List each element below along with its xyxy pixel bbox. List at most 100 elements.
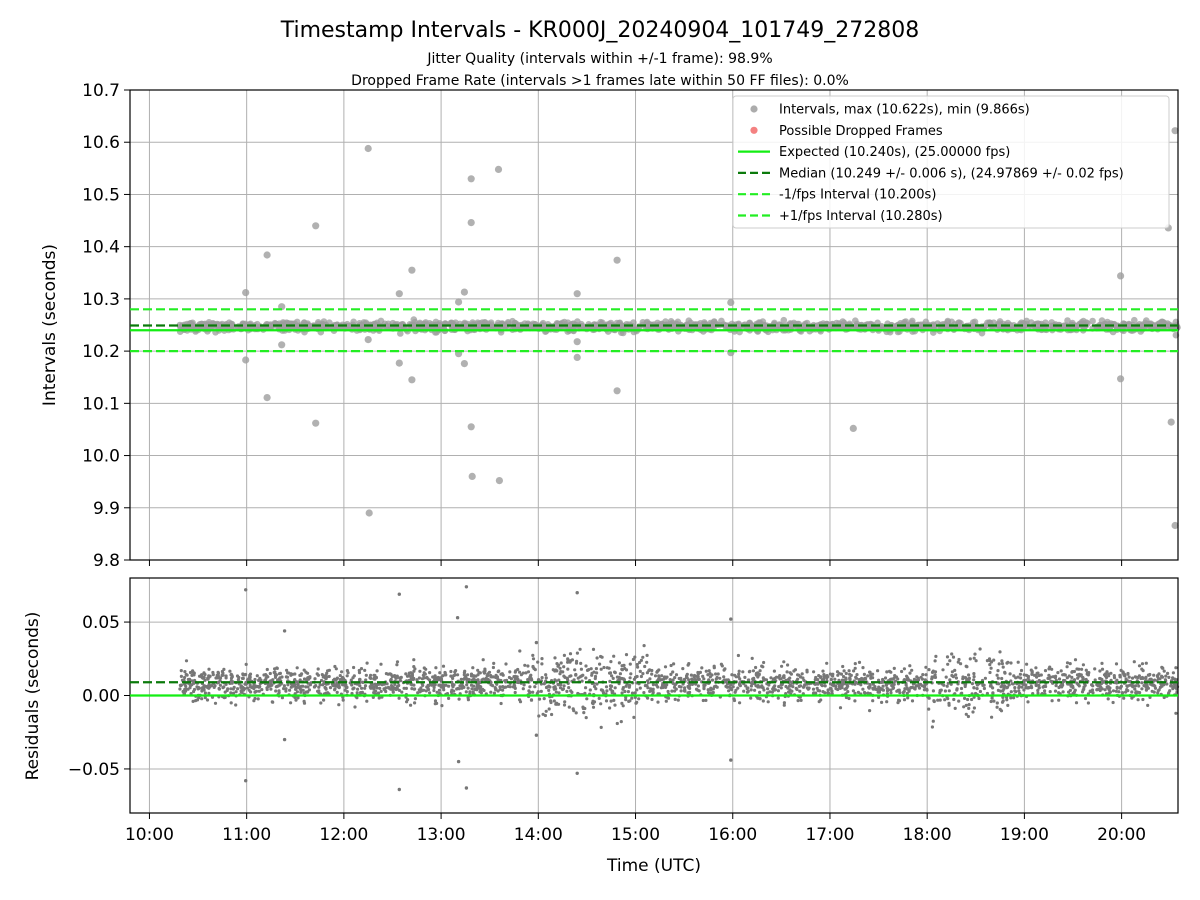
residual-point xyxy=(375,686,379,690)
interval-outlier-point xyxy=(408,376,416,384)
residual-point xyxy=(1160,674,1164,678)
residual-point xyxy=(375,683,379,687)
residual-point xyxy=(456,673,460,677)
interval-outlier-point xyxy=(495,477,503,485)
residual-point xyxy=(1034,666,1038,670)
residual-point xyxy=(327,674,331,679)
chart-subtitle-jitter: Jitter Quality (intervals within +/-1 fr… xyxy=(426,51,772,67)
residual-point xyxy=(584,686,588,690)
residual-point xyxy=(351,676,355,680)
residual-point xyxy=(1086,701,1090,705)
residual-point xyxy=(727,689,731,693)
residual-point xyxy=(496,689,500,693)
residual-point xyxy=(513,670,517,674)
residual-point xyxy=(776,689,781,693)
residual-point xyxy=(839,672,844,676)
residual-point xyxy=(470,687,474,691)
interval-point xyxy=(718,317,725,325)
interval-point xyxy=(1083,319,1090,326)
residual-point xyxy=(788,671,792,675)
residual-point xyxy=(893,674,897,678)
residual-point xyxy=(1167,675,1171,680)
residual-point xyxy=(1056,671,1060,675)
interval-outlier-point xyxy=(455,298,463,306)
residual-point xyxy=(856,690,861,695)
residual-point xyxy=(607,666,611,670)
residual-point xyxy=(282,684,286,688)
residual-point xyxy=(465,680,469,684)
residual-point xyxy=(866,674,870,678)
residual-point xyxy=(397,683,401,688)
residual-point xyxy=(838,686,842,691)
residual-point xyxy=(995,673,999,677)
residual-point xyxy=(634,701,638,705)
bottom-y-tick-label: −0.05 xyxy=(68,760,120,780)
residual-point xyxy=(557,691,561,695)
residual-point xyxy=(906,696,910,700)
residual-point xyxy=(428,671,432,675)
residual-point xyxy=(475,688,479,692)
interval-outlier-point xyxy=(408,266,416,274)
residual-outlier-point xyxy=(397,787,401,792)
residual-point xyxy=(234,703,238,707)
residual-point xyxy=(998,707,1002,712)
bottom-x-tick-label: 17:00 xyxy=(805,825,854,845)
residual-point xyxy=(533,685,537,689)
residual-point xyxy=(436,675,440,680)
residual-point xyxy=(955,688,959,692)
residual-point xyxy=(412,683,416,687)
residual-outlier-point xyxy=(244,779,248,783)
residual-point xyxy=(266,685,270,689)
residual-point xyxy=(792,669,796,673)
residual-point xyxy=(847,669,851,673)
residual-outlier-point xyxy=(282,629,287,633)
residual-point xyxy=(304,685,308,689)
residual-point xyxy=(1016,675,1020,679)
residual-point xyxy=(528,691,532,695)
residual-point xyxy=(313,677,317,681)
residual-point xyxy=(458,684,462,688)
residual-point xyxy=(451,676,455,681)
residual-point xyxy=(920,684,925,688)
interval-outlier-point xyxy=(727,298,735,307)
residual-point xyxy=(840,678,845,682)
residual-point xyxy=(1019,676,1023,680)
residual-point xyxy=(1001,665,1005,669)
residual-point xyxy=(236,687,240,691)
residual-point xyxy=(417,676,421,680)
residual-point xyxy=(482,688,486,693)
residual-point xyxy=(1001,699,1005,703)
legend-label-3: Median (10.249 +/- 0.006 s), (24.97869 +… xyxy=(779,166,1124,181)
residual-point xyxy=(286,683,290,687)
residual-point xyxy=(1093,678,1097,682)
residual-point xyxy=(563,700,567,704)
residual-point xyxy=(335,690,339,695)
residual-point xyxy=(953,668,957,673)
residual-point xyxy=(1026,676,1030,680)
residual-point xyxy=(629,672,633,676)
residual-point xyxy=(648,677,652,681)
residual-point xyxy=(416,691,420,695)
residual-point xyxy=(434,666,438,670)
residual-point xyxy=(853,666,857,670)
residual-point xyxy=(1140,681,1144,685)
residual-point xyxy=(1016,660,1020,664)
residual-point xyxy=(377,696,381,700)
residual-point xyxy=(1130,684,1134,688)
residual-point xyxy=(772,669,777,673)
residual-point xyxy=(265,674,269,678)
residual-point xyxy=(954,676,959,680)
residual-point xyxy=(852,669,856,673)
residual-point xyxy=(350,691,354,696)
residual-point xyxy=(224,674,228,678)
residual-point xyxy=(660,674,664,678)
legend-label-0: Intervals, max (10.622s), min (9.866s) xyxy=(779,103,1030,118)
residual-point xyxy=(566,667,570,671)
residual-point xyxy=(877,695,881,700)
residual-point xyxy=(1133,675,1137,679)
residual-point xyxy=(1018,672,1023,676)
bottom-x-tick-label: 20:00 xyxy=(1097,825,1146,845)
residual-point xyxy=(211,673,215,677)
x-axis-label: Time (UTC) xyxy=(606,856,701,876)
residual-point xyxy=(706,673,710,677)
